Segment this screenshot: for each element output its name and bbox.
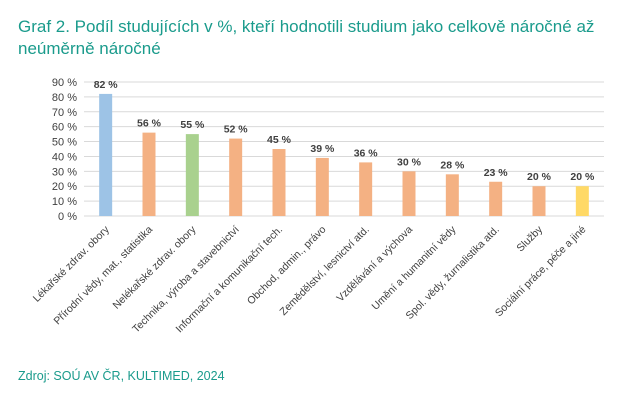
bar-value-label: 55 %: [180, 119, 205, 131]
bar: [489, 181, 503, 216]
bar-value-label: 30 %: [397, 156, 422, 168]
bar-value-label: 28 %: [440, 159, 465, 171]
bar: [402, 171, 416, 216]
chart-title: Graf 2. Podíl studujících v %, kteří hod…: [18, 17, 595, 58]
bar-value-label: 36 %: [354, 147, 379, 159]
x-tick-label: Umění a humanitní vědy: [369, 223, 458, 312]
y-tick-label: 70 %: [52, 107, 77, 119]
value-labels: 82 % 56 % 55 % 52 % 45 % 39 % 36 % 30 % 28 % 23 %…: [94, 79, 595, 183]
y-tick-label: 90 %: [52, 77, 77, 89]
y-tick-label: 60 %: [52, 122, 77, 134]
x-tick-label: Sociální práce, péče a jiné: [493, 224, 589, 320]
bar-value-label: 23 %: [484, 167, 509, 179]
x-tick-label: Vzdělávání a výchova: [334, 224, 415, 305]
bar-value-label: 39 %: [310, 143, 335, 155]
y-tick-label: 30 %: [52, 166, 77, 178]
bar: [142, 132, 156, 216]
gridlines: [84, 81, 604, 217]
x-tick-label: Nelékařské zdrav. obory: [110, 223, 199, 312]
bar: [315, 157, 329, 216]
x-tick-label: Spol. vědy, žurnalistika atd.: [403, 224, 501, 322]
source-note: Zdroj: SOÚ AV ČR, KULTIMED, 2024: [18, 369, 225, 383]
y-tick-label: 0 %: [58, 211, 77, 223]
bar-value-label: 20 %: [570, 171, 595, 183]
bar: [359, 162, 373, 216]
bars: [99, 93, 589, 216]
bar: [229, 138, 243, 216]
bar: [445, 174, 459, 216]
y-tick-label: 40 %: [52, 151, 77, 163]
bar: [99, 93, 113, 216]
x-tick-label: Lékařské zdrav. obory: [31, 223, 113, 305]
y-tick-label: 80 %: [52, 92, 77, 104]
y-tick-label: 50 %: [52, 137, 77, 149]
y-tick-label: 20 %: [52, 181, 77, 193]
bar-value-label: 45 %: [267, 134, 292, 146]
bar-value-label: 56 %: [137, 118, 162, 130]
y-axis-ticks: 0 % 10 % 20 % 30 % 40 % 50 % 60 % 70 % 80 % 90 %: [52, 77, 77, 223]
x-tick-label: Obchod, admin., právo: [245, 224, 329, 308]
bar-value-label: 20 %: [527, 171, 552, 183]
y-tick-label: 10 %: [52, 196, 77, 208]
x-tick-label: Služby: [514, 223, 545, 254]
bar: [272, 149, 286, 216]
bar: [532, 186, 546, 216]
x-tick-label: Zemědělství, lesnictví atd.: [277, 224, 371, 318]
bar: [185, 134, 199, 216]
bar-value-label: 82 %: [94, 79, 119, 91]
bar-value-label: 52 %: [224, 124, 249, 136]
bar: [575, 186, 589, 216]
